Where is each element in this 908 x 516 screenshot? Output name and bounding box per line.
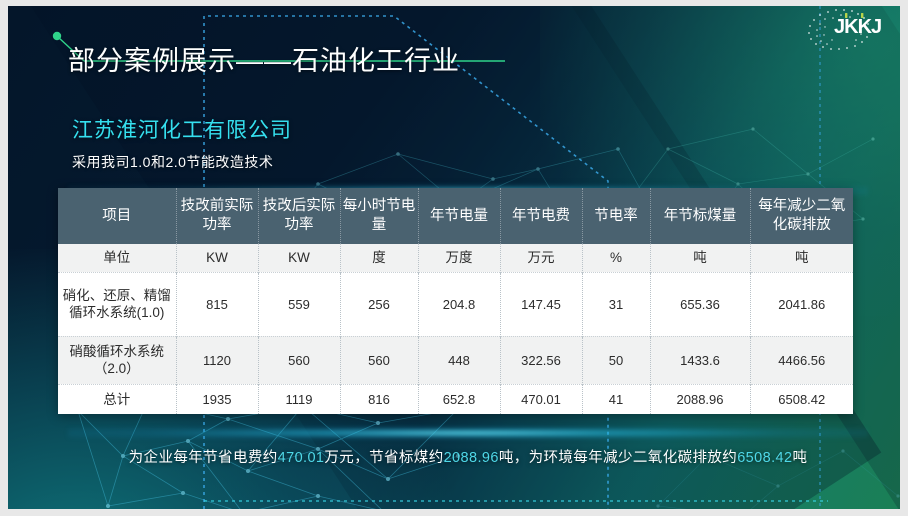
table-header-cell: 技改后实际功率 — [258, 188, 341, 244]
table-header-cell: 项目 — [58, 188, 177, 244]
table-header-cell: 每年减少二氧化碳排放 — [750, 188, 853, 244]
table-header-cell: 技改前实际功率 — [176, 188, 259, 244]
table-header-cell: 节电率 — [582, 188, 651, 244]
table-cell: 1119 — [258, 383, 341, 414]
summary-text: 为企业每年节省电费约470.01万元，节省标煤约2088.96吨，为环境每年减少… — [68, 446, 868, 467]
table-cell: 2041.86 — [750, 271, 853, 336]
unit-cell: KW — [176, 244, 259, 272]
summary-highlight-cost: 470.01 — [277, 450, 325, 466]
technology-note: 采用我司1.0和2.0节能改造技术 — [72, 154, 274, 170]
table-cell: 652.8 — [418, 383, 501, 414]
table-header-cell: 年节电量 — [418, 188, 501, 244]
table-cell: 815 — [176, 271, 259, 336]
table-header-cell: 年节标煤量 — [650, 188, 751, 244]
title-accent-marker-icon — [52, 31, 505, 62]
table-row-total: 总计 1935 1119 816 652.8 470.01 41 2088.96… — [58, 383, 853, 414]
unit-cell: 吨 — [750, 244, 853, 272]
slide-canvas: JKKJ 部分案例展示——石油化工行业 江苏淮河化工有限公司 采用我司1.0和2… — [8, 6, 900, 509]
table-cell: 322.56 — [500, 335, 583, 384]
table-header-cell: 年节电费 — [500, 188, 583, 244]
summary-highlight-co2: 6508.42 — [737, 450, 793, 466]
table-cell: 816 — [340, 383, 419, 414]
table-cell: 6508.42 — [750, 383, 853, 414]
row-item-label: 硝酸循环水系统 （2.0） — [58, 335, 177, 384]
page-title: 部分案例展示——石油化工行业 — [68, 46, 460, 76]
unit-cell: % — [582, 244, 651, 272]
company-name: 江苏淮河化工有限公司 — [72, 119, 292, 142]
row-item-label: 硝化、还原、精馏循环水系统(1.0) — [58, 271, 177, 336]
summary-part-3: 吨，为环境每年减少二氧化碳排放约 — [498, 450, 738, 466]
table-cell: 560 — [258, 335, 341, 384]
table-cell: 655.36 — [650, 271, 751, 336]
table-header-row: 项目 技改前实际功率 技改后实际功率 每小时节电量 年节电量 年节电费 节电率 … — [58, 188, 853, 244]
table-cell: 470.01 — [500, 383, 583, 414]
unit-label: 单位 — [58, 244, 177, 272]
unit-cell: 万元 — [500, 244, 583, 272]
logo-swirl-icon — [808, 9, 870, 50]
unit-cell: 吨 — [650, 244, 751, 272]
table-cell: 1433.6 — [650, 335, 751, 384]
table-row: 硝酸循环水系统 （2.0） 1120 560 560 448 322.56 50… — [58, 335, 853, 384]
table-cell: 4466.56 — [750, 335, 853, 384]
summary-highlight-coal: 2088.96 — [443, 450, 499, 466]
table-cell: 560 — [340, 335, 419, 384]
row-item-label: 总计 — [58, 383, 177, 414]
summary-part-2: 万元，节省标煤约 — [324, 450, 444, 466]
table-cell: 31 — [582, 271, 651, 336]
table-cell: 559 — [258, 271, 341, 336]
table-cell: 1120 — [176, 335, 259, 384]
table-cell: 50 — [582, 335, 651, 384]
logo-text: JKKJ — [834, 16, 882, 38]
table-header-cell: 每小时节电量 — [340, 188, 419, 244]
unit-cell: 度 — [340, 244, 419, 272]
unit-cell: 万度 — [418, 244, 501, 272]
summary-part-1: 为企业每年节省电费约 — [128, 450, 278, 466]
summary-part-4: 吨 — [792, 450, 808, 466]
cyan-glow-bar-bottom — [68, 427, 868, 439]
table-cell: 448 — [418, 335, 501, 384]
table-row: 硝化、还原、精馏循环水系统(1.0) 815 559 256 204.8 147… — [58, 271, 853, 336]
table-cell: 256 — [340, 271, 419, 336]
logo: JKKJ — [798, 6, 886, 52]
energy-savings-table: 项目 技改前实际功率 技改后实际功率 每小时节电量 年节电量 年节电费 节电率 … — [58, 188, 853, 414]
table-row: 单位 KW KW 度 万度 万元 % 吨 吨 — [58, 244, 853, 272]
table-cell: 204.8 — [418, 271, 501, 336]
table-cell: 1935 — [176, 383, 259, 414]
table-cell: 41 — [582, 383, 651, 414]
table-cell: 147.45 — [500, 271, 583, 336]
unit-cell: KW — [258, 244, 341, 272]
table-cell: 2088.96 — [650, 383, 751, 414]
